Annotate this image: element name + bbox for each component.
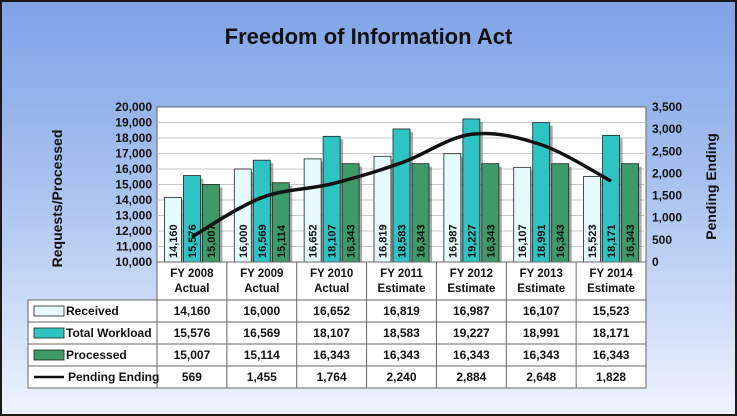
y-tick-label: 14,000 [115,193,152,207]
bar-data-label: 16,987 [447,224,459,258]
category-label-line1: FY 2008 [170,268,214,280]
table-cell: 16,343 [383,348,420,362]
legend-key-received [33,305,65,317]
bar-data-label: 16,819 [378,224,390,258]
table-cell: 18,991 [523,326,560,340]
table-cell: 15,114 [244,348,280,362]
category-label-line2: Estimate [447,283,495,295]
category-label-line1: FY 2013 [520,268,563,280]
y2-tick-label: 1,500 [652,189,682,203]
table-cell: 15,523 [593,304,630,318]
bar-data-label: 16,343 [346,224,358,258]
y2-tick-label: 500 [652,233,672,247]
table-cell: 16,652 [313,304,350,318]
category-label-line1: FY 2012 [450,268,493,280]
table-cell: 15,007 [174,348,211,362]
y2-tick-label: 2,000 [652,166,682,180]
bar-data-label: 18,171 [606,224,618,258]
y-axis-title: Requests/Processed [49,130,65,268]
legend-label: Received [66,304,119,318]
table-cell: 16,343 [453,348,490,362]
table-cell: 16,569 [243,326,280,340]
table-cell: 14,160 [174,304,211,318]
table-cell: 18,171 [593,326,630,340]
y-tick-label: 20,000 [115,100,152,114]
category-label-line2: Actual [314,283,349,295]
bar-data-label: 16,343 [485,224,497,258]
table-cell: 1,828 [596,370,626,384]
bar-data-label: 15,114 [276,224,288,258]
bar-data-label: 16,107 [517,224,529,258]
table-cell: 569 [182,370,202,384]
bar-data-label: 18,107 [327,224,339,258]
table-cell: 16,819 [383,304,420,318]
y-tick-label: 15,000 [115,178,152,192]
table-cell: 18,583 [383,326,420,340]
table-cell: 1,764 [317,370,347,384]
category-label-line1: FY 2014 [589,268,633,280]
table-cell: 16,343 [313,348,350,362]
y-tick-label: 17,000 [115,147,152,161]
category-label-line2: Actual [174,283,209,295]
y-tick-label: 16,000 [115,162,152,176]
table-cell: 1,455 [247,370,277,384]
y-tick-label: 13,000 [115,209,152,223]
category-label-line2: Estimate [517,283,565,295]
y2-tick-label: 2,500 [652,144,682,158]
legend-label: Total Workload [66,326,152,340]
bar-data-label: 15,523 [587,224,599,258]
bar-data-label: 16,000 [238,224,250,258]
bar-data-label: 16,343 [555,224,567,258]
bar-data-label: 18,583 [397,224,409,258]
y-tick-label: 10,000 [115,255,152,269]
pending-ending-line [191,131,612,239]
legend-label: Pending Ending [68,370,159,384]
legend-label: Processed [66,348,127,362]
y2-axis-title: Pending Ending [703,133,719,240]
bar-data-label: 18,991 [536,224,548,258]
y2-tick-label: 3,500 [652,100,682,114]
table-cell: 16,000 [243,304,280,318]
y2-tick-label: 1,000 [652,211,682,225]
category-label-line2: Actual [244,283,279,295]
category-label-line2: Estimate [587,283,635,295]
bar-data-label: 14,160 [168,224,180,258]
y-tick-label: 18,000 [115,131,152,145]
table-cell: 18,107 [313,326,350,340]
table-cell: 2,240 [386,370,416,384]
bar-data-label: 16,569 [257,224,269,258]
table-cell: 16,987 [453,304,490,318]
table-cell: 2,884 [456,370,486,384]
bar-data-label: 16,343 [625,224,637,258]
table-cell: 2,648 [526,370,556,384]
legend-key-processed [33,349,65,361]
table-cell: 16,343 [593,348,630,362]
category-label-line1: FY 2011 [380,268,423,280]
y-tick-label: 12,000 [115,224,152,238]
bar-data-label: 16,652 [308,224,320,258]
category-label-line1: FY 2010 [310,268,353,280]
category-label-line1: FY 2009 [240,268,283,280]
y2-tick-label: 3,000 [652,122,682,136]
table-cell: 16,343 [523,348,560,362]
bar-data-label: 19,227 [466,224,478,258]
table-cell: 15,576 [174,326,211,340]
bar-data-label: 15,576 [187,224,199,258]
legend-key-total-workload [33,327,65,339]
category-label-line2: Estimate [378,283,426,295]
table-cell: 16,107 [523,304,560,318]
y-tick-label: 11,000 [116,240,152,254]
y2-tick-label: 0 [652,255,659,269]
bar-data-label: 15,007 [206,224,218,258]
y-tick-label: 19,000 [115,116,152,130]
table-cell: 19,227 [453,326,490,340]
bar-data-label: 16,343 [416,224,428,258]
chart-title: Freedom of Information Act [224,24,513,49]
